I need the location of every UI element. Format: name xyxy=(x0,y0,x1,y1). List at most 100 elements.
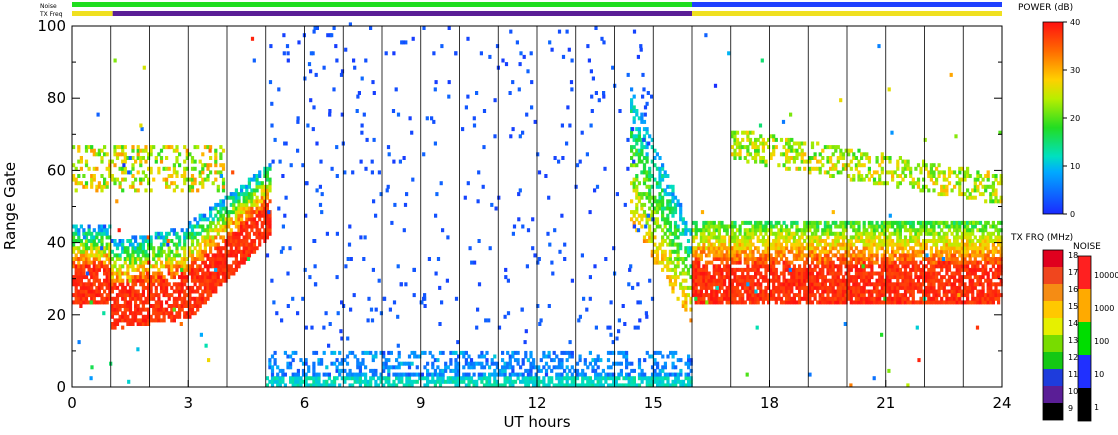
data-cell xyxy=(901,170,905,175)
data-cell xyxy=(978,275,983,280)
data-cell xyxy=(888,285,892,290)
data-cell xyxy=(454,372,458,377)
data-cell xyxy=(162,289,166,294)
data-cell xyxy=(697,228,701,233)
data-cell xyxy=(790,300,794,305)
data-cell xyxy=(632,210,636,215)
data-cell xyxy=(211,235,215,240)
data-cell xyxy=(932,163,936,168)
data-cell xyxy=(159,156,164,160)
data-cell xyxy=(971,264,975,269)
data-cell xyxy=(79,239,83,243)
data-cell xyxy=(103,282,107,287)
data-cell xyxy=(847,246,851,251)
data-cell xyxy=(909,282,913,287)
data-cell xyxy=(454,383,458,388)
data-cell xyxy=(255,199,259,204)
data-cell xyxy=(875,293,879,298)
data-cell xyxy=(777,278,781,283)
data-cell xyxy=(816,235,820,240)
data-cell xyxy=(885,282,889,287)
data-cell xyxy=(640,224,644,229)
data-cell xyxy=(493,376,497,381)
data-cell xyxy=(981,192,985,197)
data-cell xyxy=(971,195,975,200)
data-cell xyxy=(648,134,652,139)
data-cell xyxy=(159,278,164,283)
data-cell xyxy=(141,278,145,283)
data-cell xyxy=(922,293,926,298)
data-cell xyxy=(800,148,804,153)
data-cell xyxy=(245,192,249,197)
data-cell xyxy=(746,239,750,243)
data-cell xyxy=(999,282,1003,287)
data-cell xyxy=(947,260,952,265)
data-cell xyxy=(919,166,923,171)
data-cell xyxy=(712,267,716,272)
data-cell xyxy=(798,289,802,294)
data-cell xyxy=(852,224,856,229)
data-cell xyxy=(172,275,176,280)
data-cell xyxy=(772,296,776,301)
data-cell xyxy=(787,293,791,298)
data-cell xyxy=(751,257,755,261)
data-cell xyxy=(810,267,815,272)
data-cell xyxy=(790,275,794,280)
data-cell xyxy=(751,267,755,272)
data-cell xyxy=(816,239,820,243)
data-cell xyxy=(942,235,946,240)
data-cell xyxy=(459,350,463,355)
data-cell xyxy=(273,379,277,384)
data-cell xyxy=(276,383,280,388)
data-cell xyxy=(110,275,114,280)
data-cell xyxy=(924,285,928,290)
data-cell xyxy=(141,285,145,290)
data-cell xyxy=(183,174,187,178)
data-cell xyxy=(144,296,148,301)
data-cell xyxy=(227,264,231,269)
data-cell xyxy=(100,300,104,305)
data-cell xyxy=(898,275,902,280)
data-cell xyxy=(245,257,249,261)
data-cell xyxy=(880,152,884,157)
data-cell xyxy=(658,199,662,204)
data-cell xyxy=(929,224,933,229)
data-cell xyxy=(317,379,321,384)
data-cell xyxy=(795,152,799,157)
data-cell xyxy=(743,130,747,135)
data-cell xyxy=(464,350,468,355)
data-cell xyxy=(666,184,670,189)
data-cell xyxy=(170,249,174,254)
data-cell xyxy=(227,217,231,222)
data-cell xyxy=(392,365,396,370)
data-cell xyxy=(149,145,153,150)
data-cell xyxy=(165,282,169,287)
data-cell xyxy=(997,264,1001,269)
data-cell xyxy=(927,239,931,243)
data-cell xyxy=(635,163,639,168)
data-cell xyxy=(891,220,895,225)
data-cell xyxy=(966,300,970,305)
data-cell xyxy=(898,246,902,251)
data-cell xyxy=(927,271,931,276)
data-cell xyxy=(247,253,251,258)
data-cell xyxy=(482,383,487,388)
data-cell xyxy=(147,314,151,319)
data-cell xyxy=(738,300,742,305)
data-cell xyxy=(183,249,187,254)
data-cell xyxy=(942,231,946,236)
data-cell xyxy=(141,300,145,305)
data-cell xyxy=(630,98,634,103)
data-cell xyxy=(679,210,683,215)
data-cell xyxy=(666,192,670,197)
data-cell xyxy=(826,278,830,283)
data-cell xyxy=(147,300,151,305)
data-cell xyxy=(128,304,133,308)
data-cell xyxy=(769,231,773,236)
data-cell xyxy=(237,192,241,197)
data-cell xyxy=(810,242,815,247)
data-cell xyxy=(661,242,665,247)
txfreq-strip xyxy=(72,11,1002,16)
data-cell xyxy=(188,314,192,319)
data-cell xyxy=(792,235,796,240)
